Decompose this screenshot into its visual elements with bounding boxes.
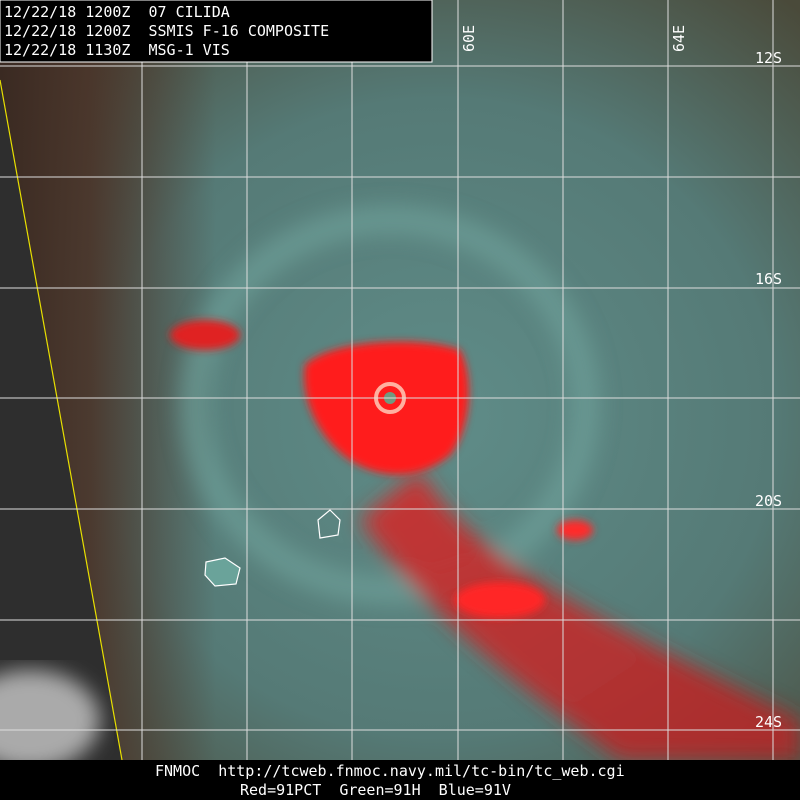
footer-line: FNMOC http://tcweb.fnmoc.navy.mil/tc-bin…	[155, 762, 625, 780]
footer-line: Red=91PCT Green=91H Blue=91V	[240, 781, 511, 799]
cell	[455, 582, 545, 618]
cloud-patch	[0, 670, 100, 770]
longitude-label: 64E	[670, 25, 688, 52]
latitude-label: 20S	[755, 492, 782, 510]
footer-bar	[0, 760, 800, 800]
header-line: 12/22/18 1130Z MSG-1 VIS	[4, 41, 230, 59]
longitude-label: 60E	[460, 25, 478, 52]
rainband	[360, 470, 800, 760]
convection	[170, 320, 593, 618]
latitude-label: 24S	[755, 713, 782, 731]
cell	[557, 520, 593, 540]
header-line: 12/22/18 1200Z SSMIS F-16 COMPOSITE	[4, 22, 329, 40]
graticule	[0, 0, 800, 760]
rainbands	[180, 205, 800, 760]
eyewall	[304, 341, 469, 475]
latitude-label: 16S	[755, 270, 782, 288]
spiral-band	[180, 205, 600, 605]
header-line: 12/22/18 1200Z 07 CILIDA	[4, 3, 230, 21]
latitude-label: 12S	[755, 49, 782, 67]
island-outline	[204, 557, 241, 587]
island-outline	[317, 509, 341, 539]
header-box	[0, 0, 433, 63]
cell	[170, 320, 240, 350]
swath-edge	[0, 79, 123, 761]
